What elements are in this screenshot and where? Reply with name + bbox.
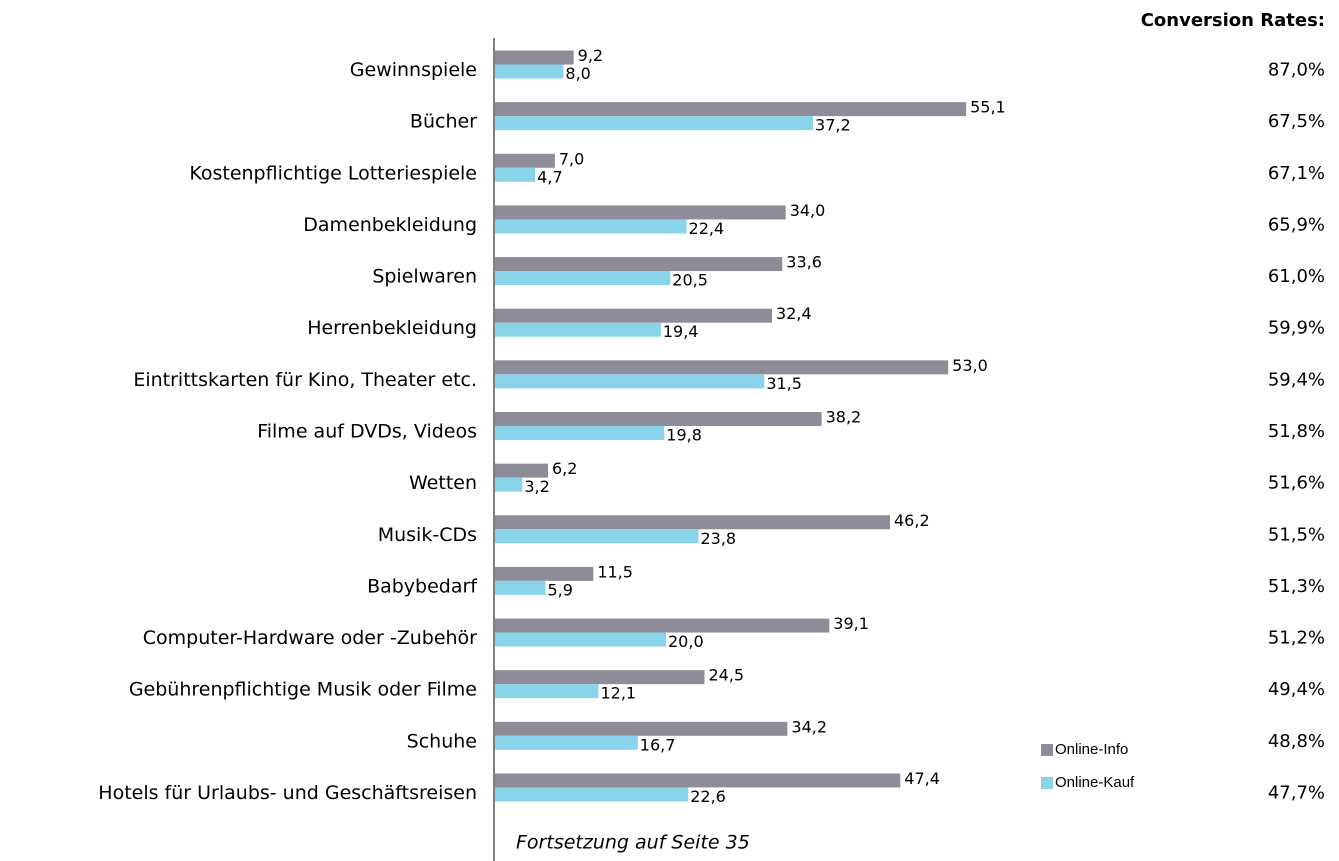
value-label: 46,2 [894,511,930,530]
value-label: 22,6 [690,787,726,806]
conversion-rate: 87,0% [1268,60,1325,81]
conversion-rate: 61,0% [1268,266,1325,287]
value-label: 4,7 [537,167,562,186]
category-label: Wetten [409,472,477,494]
value-label: 38,2 [826,407,862,426]
bar [495,787,689,802]
value-label: 6,2 [552,459,577,478]
category-label: Schuhe [407,730,477,752]
category-label: Kostenpflichtige Lotteriespiele [189,162,477,184]
value-label: 7,0 [559,149,584,168]
bar [495,308,773,323]
bar [495,116,814,131]
bar [495,374,765,389]
category-label: Babybedarf [367,575,478,597]
legend-swatch [1041,744,1053,756]
bar [495,618,830,633]
value-label: 19,4 [663,322,699,341]
bar [495,50,574,65]
value-label: 34,0 [790,201,826,220]
bar [495,411,822,426]
legend-label: Online-Kauf [1055,774,1135,791]
value-label: 16,7 [640,735,676,754]
value-label: 3,2 [524,477,549,496]
bar [495,64,564,79]
bar [495,463,549,478]
bar [495,153,555,168]
bar [495,580,546,595]
bar [495,102,967,117]
conversion-rate: 59,9% [1268,318,1325,339]
bar [495,219,687,234]
bar [495,360,949,375]
value-label: 19,8 [666,425,702,444]
conversion-rate: 47,7% [1268,782,1325,803]
value-label: 11,5 [597,562,633,581]
value-label: 12,1 [600,684,636,703]
value-label: 23,8 [700,529,736,548]
value-label: 31,5 [766,374,802,393]
bar [495,566,594,581]
bar [495,271,671,286]
conversion-rate: 51,5% [1268,524,1325,545]
value-label: 20,5 [672,271,708,290]
value-label: 39,1 [833,614,869,633]
bar [495,205,786,220]
value-label: 33,6 [786,253,822,272]
conversion-rate: 51,3% [1268,576,1325,597]
value-label: 8,0 [565,64,590,83]
category-label: Gewinnspiele [350,59,477,81]
value-label: 53,0 [952,356,988,375]
bar [495,721,788,736]
bar [495,735,638,750]
category-label: Eintrittskarten für Kino, Theater etc. [133,369,477,391]
value-label: 37,2 [815,116,851,135]
bar [495,684,599,699]
conversion-rate: 67,5% [1268,111,1325,132]
category-label: Musik-CDs [378,524,477,546]
category-label: Hotels für Urlaubs- und Geschäftsreisen [98,782,477,804]
value-label: 9,2 [578,46,603,65]
bar [495,425,665,440]
conversion-rate: 59,4% [1268,369,1325,390]
conversion-title: Conversion Rates: [1141,10,1325,31]
value-label: 47,4 [904,769,940,788]
bar [495,670,705,685]
category-label: Computer-Hardware oder -Zubehör [143,627,477,649]
conversion-rate: 65,9% [1268,214,1325,235]
category-label: Filme auf DVDs, Videos [257,420,477,442]
value-label: 22,4 [689,219,725,238]
value-label: 32,4 [776,304,812,323]
value-label: 24,5 [708,666,744,685]
category-label: Spielwaren [372,266,477,288]
value-label: 55,1 [970,98,1006,117]
category-label: Gebührenpflichtige Musik oder Filme [129,679,477,701]
value-label: 5,9 [547,580,572,599]
legend-swatch [1041,777,1053,789]
category-label: Bücher [410,111,477,133]
note: Fortsetzung auf Seite 35 [516,832,750,854]
value-label: 34,2 [791,717,827,736]
legend-label: Online-Info [1055,741,1128,758]
conversion-rate: 51,8% [1268,421,1325,442]
conversion-rate: 67,1% [1268,163,1325,184]
conversion-rate: 51,2% [1268,628,1325,649]
bar [495,515,891,530]
category-label: Herrenbekleidung [307,317,477,339]
bar [495,477,523,492]
conversion-rate: 49,4% [1268,679,1325,700]
category-label: Damenbekleidung [303,214,477,236]
bar [495,322,661,337]
value-label: 20,0 [668,632,704,651]
bar [495,632,666,647]
bar [495,167,536,182]
bar [495,773,901,788]
bar [495,529,699,544]
bar [495,257,783,272]
conversion-rate: 51,6% [1268,473,1325,494]
conversion-rate: 48,8% [1268,731,1325,752]
